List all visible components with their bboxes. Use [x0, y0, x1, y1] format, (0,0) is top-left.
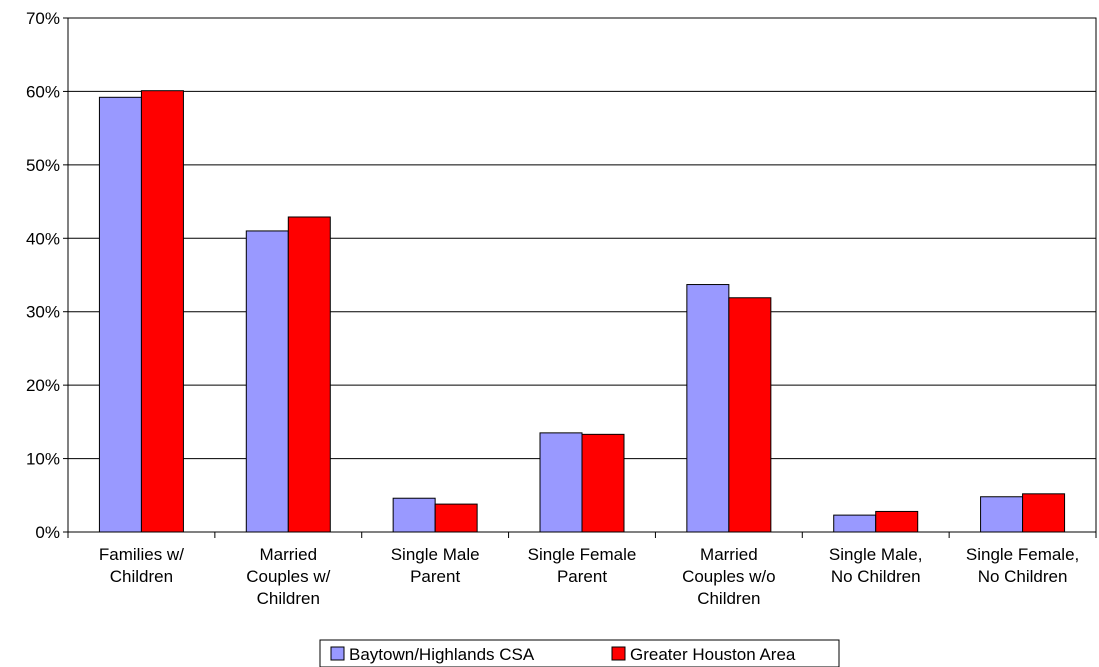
legend: Baytown/Highlands CSA Greater Houston Ar… [319, 639, 840, 667]
bar-houston [434, 503, 478, 533]
legend-swatch-baytown [330, 646, 345, 661]
plot-area-frame [67, 17, 1097, 533]
x-category-label: Single Male, No Children [829, 545, 923, 586]
bars [98, 90, 1066, 533]
y-tick-label: 20% [26, 376, 60, 395]
x-category-label: Single Female, No Children [966, 545, 1079, 586]
bar-baytown [245, 230, 289, 533]
bar-houston [140, 90, 184, 533]
bar-baytown [686, 284, 730, 533]
bar-baytown [392, 497, 436, 533]
bar-houston [875, 510, 919, 533]
bar-baytown [98, 96, 142, 533]
bar-baytown [980, 496, 1024, 533]
y-tick-label: 60% [26, 82, 60, 101]
y-tick-labels: 0% 10% 20% 30% 40% 50% 60% 70% [26, 9, 60, 542]
bar-houston [287, 216, 331, 533]
bar-houston [728, 297, 772, 533]
bar-baytown [833, 514, 877, 533]
y-tick-label: 30% [26, 303, 60, 322]
y-tick-label: 0% [35, 523, 60, 542]
legend-label-houston: Greater Houston Area [630, 645, 796, 664]
gridlines [68, 90, 1096, 460]
bar-houston [581, 433, 625, 533]
x-category-label: Single Female Parent [528, 545, 637, 586]
y-tick-label: 50% [26, 156, 60, 175]
legend-frame [319, 639, 840, 667]
y-tick-label: 40% [26, 229, 60, 248]
x-category-label: Families w/Children [99, 545, 184, 586]
axes [63, 17, 1097, 538]
x-category-label: Married Couples w/Children [246, 545, 330, 608]
y-tick-label: 10% [26, 450, 60, 469]
y-tick-label: 70% [26, 9, 60, 28]
x-category-label: Married Couples w/o Children [682, 545, 776, 608]
bar-baytown [539, 432, 583, 533]
x-category-labels: Families w/Children Married Couples w/Chil… [99, 545, 1079, 608]
bar-houston [1022, 493, 1066, 533]
x-category-label: Single Male Parent [391, 545, 480, 586]
legend-label-baytown: Baytown/Highlands CSA [349, 645, 535, 664]
legend-swatch-houston [611, 646, 626, 661]
